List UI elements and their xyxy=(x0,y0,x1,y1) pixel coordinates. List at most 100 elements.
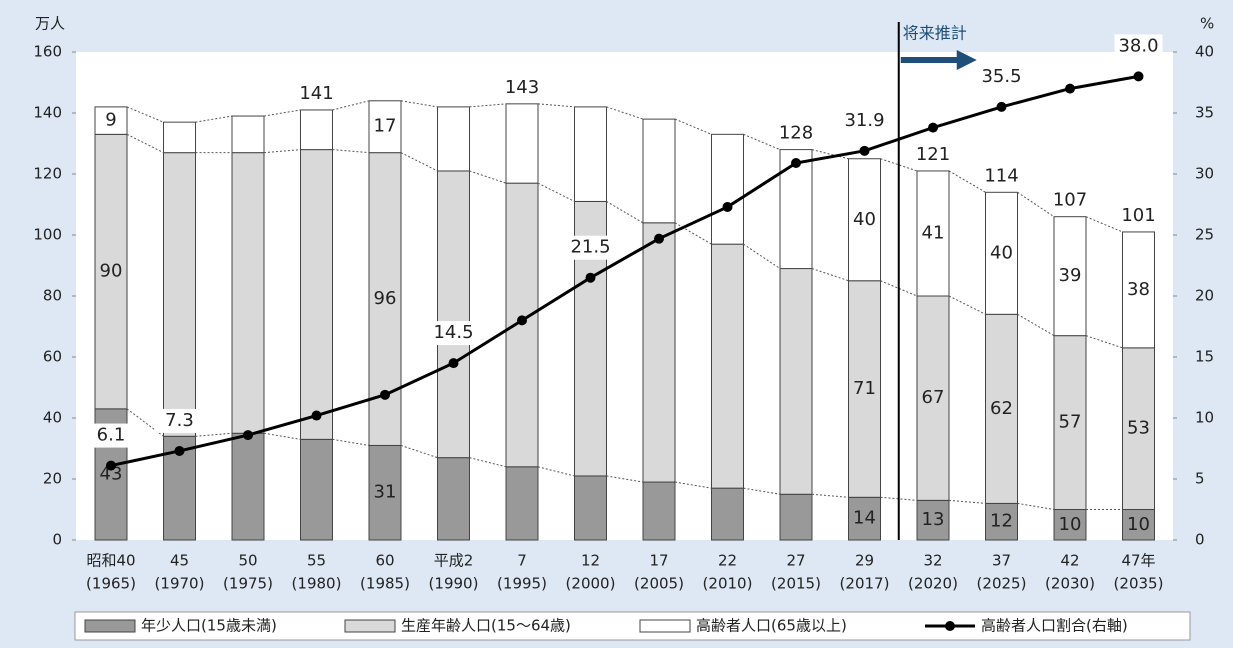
bar-segment xyxy=(94,133,128,410)
bar-segment xyxy=(437,106,470,172)
x-tick-year: (2020) xyxy=(908,575,958,593)
x-tick-year: (1995) xyxy=(497,575,547,593)
line-point xyxy=(996,101,1007,112)
label-bg xyxy=(977,64,1026,89)
bar-segment xyxy=(1053,509,1087,541)
segment-label: 13 xyxy=(922,509,945,530)
x-tick-label: 昭和40 xyxy=(86,552,135,570)
bar-segment xyxy=(368,444,402,541)
bar-segment xyxy=(505,103,539,184)
y-tick-label: 120 xyxy=(33,165,62,183)
connector xyxy=(674,118,712,135)
legend-swatch xyxy=(84,619,136,633)
bar-segment xyxy=(574,106,607,202)
x-tick-year: (1965) xyxy=(86,575,136,593)
segment-label: 90 xyxy=(100,261,123,282)
x-tick-year: (2000) xyxy=(566,575,616,593)
y2-unit: % xyxy=(1200,15,1214,33)
bar-segment xyxy=(163,121,196,154)
segment-label: 40 xyxy=(853,209,876,230)
x-tick-year: (2025) xyxy=(977,575,1027,593)
x-tick-label: 60 xyxy=(375,552,394,570)
segment-label: 10 xyxy=(1059,514,1082,535)
line-point xyxy=(722,201,733,212)
connector xyxy=(537,182,575,202)
bar-segment xyxy=(163,152,196,437)
segment-label: 62 xyxy=(990,398,1013,419)
connector xyxy=(743,133,781,151)
x-tick-label: 55 xyxy=(307,552,326,570)
bar-segment xyxy=(574,475,607,541)
line-point xyxy=(243,430,253,441)
segment-label: 67 xyxy=(922,387,945,408)
legend-label: 高齢者人口(65歳以上) xyxy=(696,617,847,635)
connector xyxy=(126,133,164,154)
x-tick-label: 12 xyxy=(581,552,600,570)
y-tick-label: 140 xyxy=(33,104,62,122)
bar-segment xyxy=(916,295,950,501)
y2-tick-label: 30 xyxy=(1195,165,1214,183)
y2-tick-label: 0 xyxy=(1195,531,1205,549)
label-bg xyxy=(566,235,615,260)
label-bg xyxy=(155,408,204,433)
label-bg xyxy=(1114,34,1163,59)
y2-tick-label: 5 xyxy=(1195,470,1205,488)
total-label: 121 xyxy=(916,144,950,165)
x-tick-label: 22 xyxy=(718,552,737,570)
line-label: 31.9 xyxy=(844,110,884,131)
segment-label: 71 xyxy=(853,378,876,399)
connector xyxy=(811,268,849,282)
x-tick-year: (1980) xyxy=(292,575,342,593)
line-point xyxy=(174,445,185,456)
label-bg xyxy=(429,321,478,346)
bar-segment xyxy=(1053,335,1087,510)
arrow-head xyxy=(956,50,977,70)
segment-label: 43 xyxy=(100,463,123,484)
bar-segment xyxy=(779,268,813,495)
y-tick-label: 100 xyxy=(33,226,62,244)
legend-marker xyxy=(945,621,955,631)
legend-swatch xyxy=(639,619,691,633)
bar-segment xyxy=(300,438,333,541)
bar-segment xyxy=(779,493,813,541)
total-label: 128 xyxy=(779,123,813,144)
x-tick-year: (2015) xyxy=(771,575,821,593)
connector xyxy=(880,158,918,172)
connector xyxy=(469,170,507,184)
line-point xyxy=(859,145,870,156)
segment-label: 57 xyxy=(1059,412,1082,433)
connector xyxy=(674,222,712,245)
line-point xyxy=(791,158,801,169)
bar-segment xyxy=(231,432,265,541)
connector xyxy=(126,106,164,123)
bar-segment xyxy=(642,118,676,224)
legend-label: 高齢者人口割合(右軸) xyxy=(981,617,1128,635)
segment-label: 31 xyxy=(374,482,397,503)
x-tick-year: (1970) xyxy=(155,575,205,593)
line-point xyxy=(517,315,527,326)
line-point xyxy=(585,272,596,283)
bar-segment xyxy=(300,149,333,440)
total-label: 101 xyxy=(1121,205,1155,226)
connector xyxy=(948,170,986,193)
legend-box xyxy=(74,611,1191,641)
segment-label: 10 xyxy=(1127,514,1150,535)
segment-label: 96 xyxy=(374,288,397,309)
segment-label: 40 xyxy=(990,242,1013,263)
connector xyxy=(400,152,438,172)
connector xyxy=(1085,216,1123,233)
line-label: 35.5 xyxy=(981,66,1021,87)
total-label: 114 xyxy=(984,165,1018,186)
bar-segment xyxy=(1053,216,1087,337)
x-tick-label: 45 xyxy=(170,552,189,570)
x-tick-year: (2005) xyxy=(634,575,684,593)
line-point xyxy=(1065,83,1075,94)
total-label: 141 xyxy=(299,83,333,104)
bar-segment xyxy=(505,466,539,541)
segment-label: 38 xyxy=(1127,279,1150,300)
connector xyxy=(948,295,986,315)
y2-tick-label: 20 xyxy=(1195,287,1214,305)
x-tick-label: 32 xyxy=(923,552,942,570)
legend-label: 生産年齢人口(15〜64歳) xyxy=(401,617,571,635)
bar-segment xyxy=(231,152,265,434)
